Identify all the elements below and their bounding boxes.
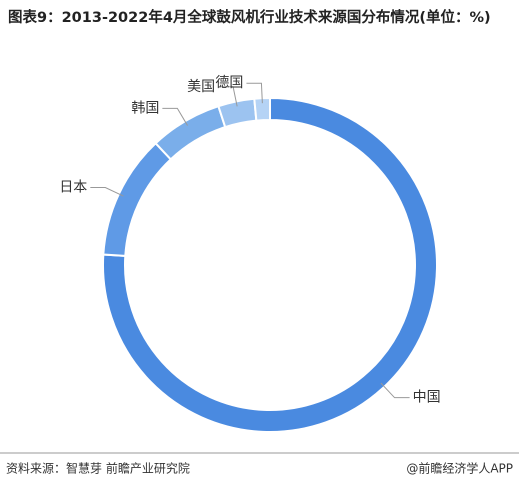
leader-line: [380, 382, 410, 399]
donut-segment: [154, 104, 227, 161]
donut-segment: [253, 96, 271, 122]
segment-label: 美国: [187, 79, 215, 95]
segment-label: 德国: [215, 75, 243, 91]
donut-segment: [102, 141, 173, 257]
leader-line: [218, 86, 238, 107]
segment-label: 日本: [59, 180, 87, 196]
source: 资料来源：智慧芽 前瞻产业研究院: [6, 461, 190, 476]
segment-label: 韩国: [131, 100, 159, 116]
donut-segment: [102, 96, 438, 433]
segment-label: 中国: [413, 390, 441, 406]
leader-line: [90, 187, 124, 197]
credit: @前瞻经济学人APP: [406, 461, 513, 476]
leader-line: [246, 82, 263, 104]
donut-segment: [217, 97, 258, 129]
leader-line: [162, 107, 188, 126]
chart-title: 图表9：2013-2022年4月全球鼓风机行业技术来源国分布情况(单位：%): [8, 10, 491, 26]
